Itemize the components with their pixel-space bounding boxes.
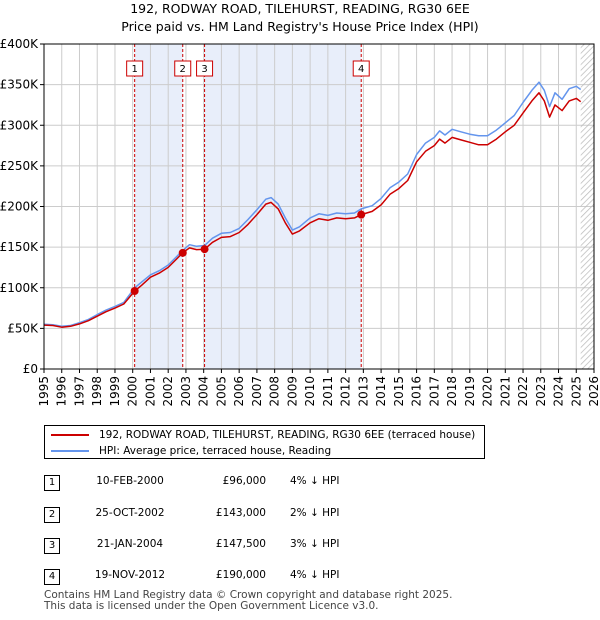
x-tick-label: 1996 bbox=[55, 376, 69, 407]
table-row: 4 19-NOV-2012 £190,000 4% ↓ HPI bbox=[0, 567, 600, 587]
x-tick-label: 2023 bbox=[534, 376, 548, 407]
sale-date: 19-NOV-2012 bbox=[94, 569, 166, 581]
x-tick-label: 2025 bbox=[569, 376, 583, 407]
x-tick-label: 2014 bbox=[374, 376, 388, 407]
sale-hpi-diff: 3% ↓ HPI bbox=[290, 538, 340, 550]
sale-price: £143,000 bbox=[215, 507, 266, 519]
x-tick-label: 1999 bbox=[108, 376, 122, 407]
footer-licence: This data is licensed under the Open Gov… bbox=[44, 600, 379, 612]
x-tick-label: 2026 bbox=[587, 376, 600, 407]
table-row: 1 10-FEB-2000 £96,000 4% ↓ HPI bbox=[0, 473, 600, 493]
legend-line-hpi bbox=[51, 450, 89, 452]
future-hatch-region bbox=[580, 44, 594, 369]
property-series-line bbox=[43, 92, 582, 328]
x-tick-label: 2011 bbox=[321, 376, 335, 407]
sale-hpi-diff: 2% ↓ HPI bbox=[290, 507, 340, 519]
legend-line-property bbox=[51, 434, 89, 436]
sale-number-badge: 4 bbox=[44, 569, 60, 585]
x-tick-label: 2009 bbox=[285, 376, 299, 407]
sale-marker-box bbox=[196, 60, 214, 77]
sale-marker-box bbox=[352, 60, 370, 77]
sale-marker-label: 4 bbox=[358, 64, 364, 75]
x-tick-label: 2002 bbox=[161, 376, 175, 407]
sale-marker-box bbox=[174, 60, 192, 77]
x-tick-label: 2013 bbox=[356, 376, 370, 407]
x-tick-label: 2019 bbox=[463, 376, 477, 407]
x-tick-label: 2017 bbox=[427, 376, 441, 407]
sale-number-badge: 1 bbox=[44, 475, 60, 491]
y-tick-label: £300K bbox=[0, 118, 39, 132]
x-tick-label: 2020 bbox=[481, 376, 495, 407]
legend: 192, RODWAY ROAD, TILEHURST, READING, RG… bbox=[44, 425, 485, 459]
sale-marker-label: 1 bbox=[131, 64, 137, 75]
x-tick-label: 2018 bbox=[445, 376, 459, 407]
x-tick-label: 2012 bbox=[339, 376, 353, 407]
footer: Contains HM Land Registry data © Crown c… bbox=[44, 590, 452, 612]
legend-label-hpi: HPI: Average price, terraced house, Read… bbox=[99, 445, 332, 457]
sale-price: £147,500 bbox=[215, 538, 266, 550]
hpi-series-line bbox=[43, 81, 582, 328]
chart-title-line1: 192, RODWAY ROAD, TILEHURST, READING, RG… bbox=[130, 1, 470, 16]
y-tick-label: £200K bbox=[0, 200, 39, 214]
chart-title: 192, RODWAY ROAD, TILEHURST, READING, RG… bbox=[0, 0, 600, 36]
x-tick-label: 2003 bbox=[179, 376, 193, 407]
legend-item-hpi: HPI: Average price, terraced house, Read… bbox=[51, 443, 331, 459]
footer-copyright: Contains HM Land Registry data © Crown c… bbox=[44, 589, 453, 601]
x-tick-label: 2004 bbox=[197, 376, 211, 407]
x-tick-label: 2008 bbox=[268, 376, 282, 407]
x-tick-label: 1998 bbox=[90, 376, 104, 407]
y-tick-label: £0 bbox=[23, 362, 38, 376]
sale-marker-box bbox=[126, 60, 144, 77]
sale-marker-label: 3 bbox=[201, 64, 207, 75]
price-chart: 1 2 3 4 £0 £50K £100K £150K £200K £250K £300K £350… bbox=[0, 37, 600, 407]
sale-price: £190,000 bbox=[215, 569, 266, 581]
legend-label-property: 192, RODWAY ROAD, TILEHURST, READING, RG… bbox=[99, 429, 476, 441]
y-tick-label: £250K bbox=[0, 159, 39, 173]
table-row: 2 25-OCT-2002 £143,000 2% ↓ HPI bbox=[0, 505, 600, 525]
sale-point bbox=[130, 287, 139, 295]
x-tick-label: 2001 bbox=[143, 376, 157, 407]
x-tick-label: 1995 bbox=[37, 376, 51, 407]
sale-date: 10-FEB-2000 bbox=[96, 475, 164, 487]
y-tick-label: £400K bbox=[0, 37, 39, 51]
x-tick-label: 2021 bbox=[498, 376, 512, 407]
x-tick-label: 2016 bbox=[410, 376, 424, 407]
sale-number-badge: 2 bbox=[44, 507, 60, 523]
sale-number-badge: 3 bbox=[44, 538, 60, 554]
x-tick-label: 2024 bbox=[552, 376, 566, 407]
sale-point bbox=[200, 245, 209, 254]
y-tick-label: £350K bbox=[0, 78, 39, 92]
y-tick-label: £150K bbox=[0, 240, 39, 254]
sale-point bbox=[178, 248, 187, 257]
x-tick-label: 2015 bbox=[392, 376, 406, 407]
x-tick-label: 2000 bbox=[126, 376, 140, 407]
x-tick-label: 1997 bbox=[72, 376, 86, 407]
x-tick-label: 2022 bbox=[516, 376, 530, 407]
legend-item-property: 192, RODWAY ROAD, TILEHURST, READING, RG… bbox=[51, 427, 475, 443]
y-tick-label: £50K bbox=[7, 321, 39, 335]
sale-date: 21-JAN-2004 bbox=[96, 538, 164, 550]
x-tick-label: 2006 bbox=[232, 376, 246, 407]
sale-hpi-diff: 4% ↓ HPI bbox=[290, 569, 340, 581]
sale-marker-label: 2 bbox=[180, 64, 186, 75]
x-tick-label: 2010 bbox=[303, 376, 317, 407]
sale-date: 25-OCT-2002 bbox=[95, 507, 165, 519]
x-tick-label: 2005 bbox=[214, 376, 228, 407]
chart-title-line2: Price paid vs. HM Land Registry's House … bbox=[121, 19, 479, 34]
sale-point bbox=[357, 210, 366, 219]
sale-price: £96,000 bbox=[222, 475, 266, 487]
table-row: 3 21-JAN-2004 £147,500 3% ↓ HPI bbox=[0, 536, 600, 556]
x-tick-label: 2007 bbox=[250, 376, 264, 407]
sale-hpi-diff: 4% ↓ HPI bbox=[290, 475, 340, 487]
y-tick-label: £100K bbox=[0, 281, 39, 295]
